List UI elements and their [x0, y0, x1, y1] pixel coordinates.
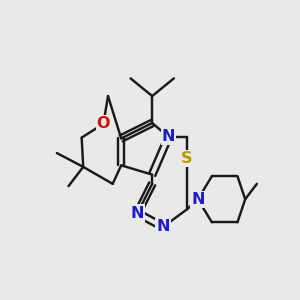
Text: N: N	[131, 206, 144, 220]
Text: N: N	[191, 192, 205, 207]
Text: N: N	[156, 220, 170, 235]
Text: S: S	[181, 151, 193, 166]
Text: O: O	[97, 116, 110, 131]
Text: N: N	[162, 129, 175, 144]
